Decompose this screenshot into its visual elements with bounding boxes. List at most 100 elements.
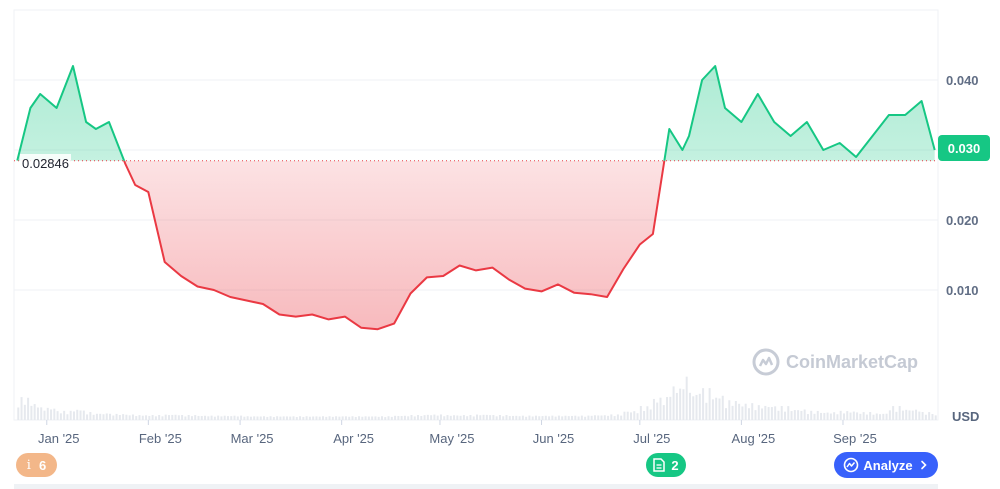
volume-bar (230, 416, 233, 420)
volume-bar (770, 407, 773, 420)
volume-bar (892, 406, 895, 420)
volume-bar (384, 417, 387, 420)
volume-bar (515, 415, 518, 420)
volume-bar (711, 399, 714, 420)
watermark: CoinMarketCap (752, 348, 918, 376)
volume-bar (46, 407, 49, 420)
volume-bar (639, 406, 642, 420)
volume-bar (459, 415, 462, 420)
volume-bar (69, 410, 72, 420)
volume-bar (358, 416, 361, 420)
volume-bar (613, 416, 616, 420)
volume-bar (744, 403, 747, 420)
volume-bar (895, 411, 898, 420)
volume-bar (397, 415, 400, 420)
volume-bar (344, 416, 347, 420)
volume-bar (36, 407, 39, 420)
volume-bar (659, 397, 662, 420)
volume-bar (571, 415, 574, 420)
volume-bar (715, 397, 718, 420)
volume-bar (338, 416, 341, 420)
volume-bar (741, 406, 744, 420)
volume-bar (82, 410, 85, 420)
volume-bar (439, 414, 442, 420)
volume-bar (577, 416, 580, 420)
volume-bar (852, 411, 855, 420)
volume-bar (738, 403, 741, 420)
volume-bar (30, 405, 33, 420)
info-events-badge[interactable]: i 6 (16, 453, 57, 477)
volume-bar (915, 409, 918, 420)
volume-bar (538, 416, 541, 420)
volume-bar (512, 415, 515, 420)
range-scrollbar[interactable] (14, 484, 938, 489)
volume-bar (413, 416, 416, 420)
volume-bar (148, 415, 151, 420)
volume-bar (328, 416, 331, 420)
volume-bar (276, 416, 279, 420)
volume-bar (784, 411, 786, 420)
volume-bar (603, 415, 606, 420)
volume-bar (23, 404, 26, 420)
baseline-price-label: 0.02846 (20, 154, 71, 173)
volume-bar (498, 415, 501, 420)
volume-bar (584, 416, 587, 420)
volume-bar (610, 414, 613, 420)
volume-bar (616, 414, 619, 420)
volume-bar (266, 416, 269, 420)
document-icon (653, 458, 666, 472)
volume-bar (308, 416, 311, 420)
volume-bar (430, 415, 433, 420)
volume-bar (417, 415, 420, 420)
volume-bar (702, 388, 705, 420)
volume-bar (66, 414, 69, 420)
volume-bar (816, 410, 819, 420)
volume-bar (482, 414, 485, 420)
volume-bar (479, 415, 482, 420)
volume-bars (17, 376, 937, 420)
coinmarketcap-logo-icon (752, 348, 780, 376)
volume-bar (846, 411, 849, 420)
volume-bar (630, 412, 632, 420)
volume-bar (725, 408, 728, 420)
volume-bar (790, 411, 793, 420)
volume-bar (800, 410, 803, 420)
volume-bar (643, 410, 646, 420)
x-tick-label: Mar '25 (231, 431, 274, 446)
volume-bar (803, 409, 806, 420)
volume-bar (544, 415, 547, 420)
volume-bar (921, 412, 924, 420)
volume-bar (901, 410, 904, 420)
price-line-above (16, 65, 936, 161)
volume-bar (698, 393, 701, 420)
volume-bar (793, 410, 796, 420)
analyze-button[interactable]: Analyze (834, 452, 938, 478)
volume-bar (449, 415, 452, 420)
volume-bar (472, 416, 475, 420)
volume-bar (718, 398, 721, 420)
volume-bar (279, 416, 282, 420)
volume-bar (187, 415, 190, 420)
volume-bar (879, 414, 882, 420)
volume-bar (240, 415, 243, 420)
volume-bar (109, 413, 112, 420)
volume-bar (695, 394, 698, 420)
volume-bar (564, 415, 567, 420)
volume-bar (761, 408, 764, 420)
info-icon: i (26, 457, 31, 473)
volume-bar (213, 416, 216, 420)
volume-bar (315, 416, 318, 420)
volume-bar (492, 415, 495, 420)
volume-bar (249, 416, 252, 420)
area-below-baseline (17, 160, 935, 330)
volume-bar (456, 415, 459, 420)
volume-bar (72, 411, 75, 420)
volume-bar (557, 415, 560, 420)
volume-bar (341, 416, 344, 420)
volume-bar (767, 407, 770, 420)
news-events-badge[interactable]: 2 (646, 453, 686, 477)
volume-bar (256, 416, 259, 420)
current-price-tag: 0.030 (938, 135, 990, 161)
volume-bar (168, 415, 170, 420)
volume-bar (554, 416, 557, 420)
